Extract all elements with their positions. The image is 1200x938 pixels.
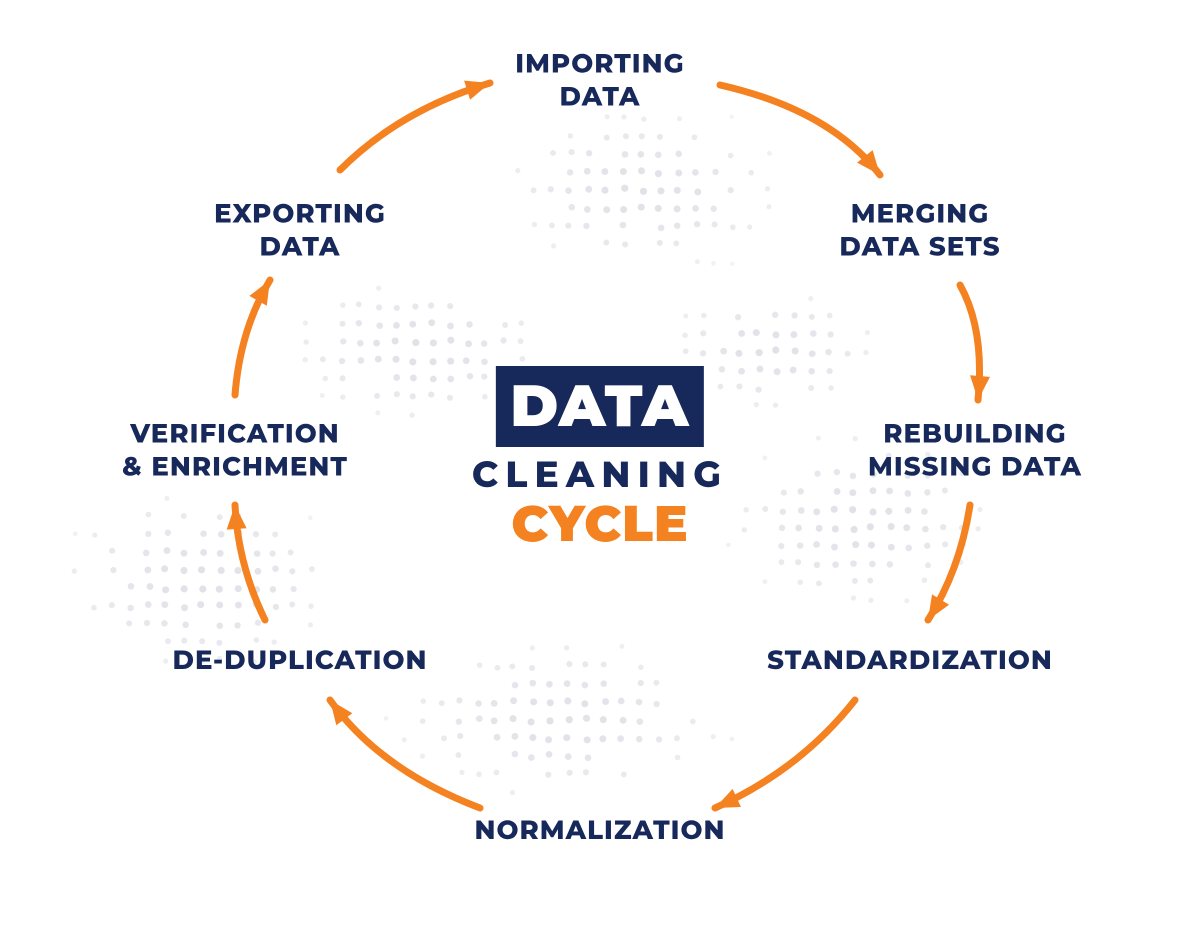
arrowhead-deduplication-to-verification [227, 505, 247, 530]
step-rebuilding: REBUILDING MISSING DATA [868, 418, 1082, 483]
step-normalization: NORMALIZATION [474, 814, 725, 847]
diagram-stage: IMPORTING DATA MERGING DATA SETS REBUILDIN… [0, 0, 1200, 938]
center-title-data: DATA [496, 366, 703, 447]
step-standardization: STANDARDIZATION [767, 644, 1053, 677]
center-title-cleaning: CLEANING [472, 453, 728, 497]
arrow-importing-to-merging [720, 85, 880, 175]
step-deduplication: DE-DUPLICATION [172, 644, 427, 677]
step-verification: VERIFICATION & ENRICHMENT [122, 418, 348, 483]
center-title: DATA CLEANING CYCLE [472, 366, 728, 554]
step-merging: MERGING DATA SETS [839, 198, 1000, 263]
center-title-cycle: CYCLE [472, 493, 728, 554]
arrow-exporting-to-importing [340, 83, 490, 170]
arrowhead-exporting-to-importing [464, 81, 490, 100]
step-importing: IMPORTING DATA [515, 48, 684, 113]
step-exporting: EXPORTING DATA [214, 198, 386, 263]
arrow-standardization-to-normalization [715, 700, 855, 808]
